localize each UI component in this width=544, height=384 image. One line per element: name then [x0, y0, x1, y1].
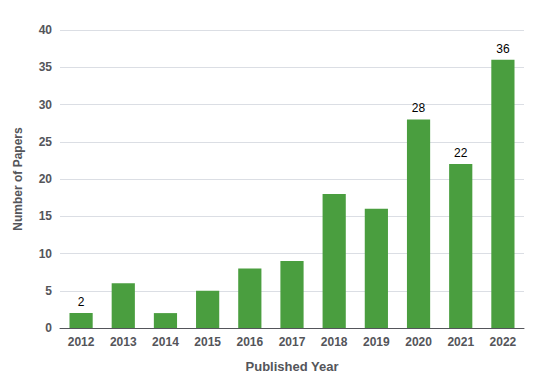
svg-text:Published Year: Published Year: [246, 359, 339, 374]
svg-text:2: 2: [78, 295, 85, 309]
svg-text:30: 30: [39, 98, 53, 112]
svg-text:28: 28: [412, 101, 426, 115]
svg-text:40: 40: [39, 23, 53, 37]
svg-text:2012: 2012: [68, 335, 95, 349]
svg-text:25: 25: [39, 135, 53, 149]
svg-text:35: 35: [39, 60, 53, 74]
svg-text:2018: 2018: [321, 335, 348, 349]
svg-text:2021: 2021: [447, 335, 474, 349]
svg-text:36: 36: [496, 42, 510, 56]
svg-text:2020: 2020: [405, 335, 432, 349]
svg-text:2019: 2019: [363, 335, 390, 349]
svg-text:15: 15: [39, 209, 53, 223]
svg-text:5: 5: [45, 284, 52, 298]
svg-text:0: 0: [45, 321, 52, 335]
svg-text:2015: 2015: [194, 335, 221, 349]
svg-text:2014: 2014: [152, 335, 179, 349]
svg-text:Number of Papers: Number of Papers: [11, 127, 25, 231]
svg-text:22: 22: [454, 146, 468, 160]
svg-text:10: 10: [39, 247, 53, 261]
svg-text:20: 20: [39, 172, 53, 186]
svg-text:2022: 2022: [490, 335, 517, 349]
svg-text:2017: 2017: [279, 335, 306, 349]
svg-text:2013: 2013: [110, 335, 137, 349]
svg-text:2016: 2016: [236, 335, 263, 349]
